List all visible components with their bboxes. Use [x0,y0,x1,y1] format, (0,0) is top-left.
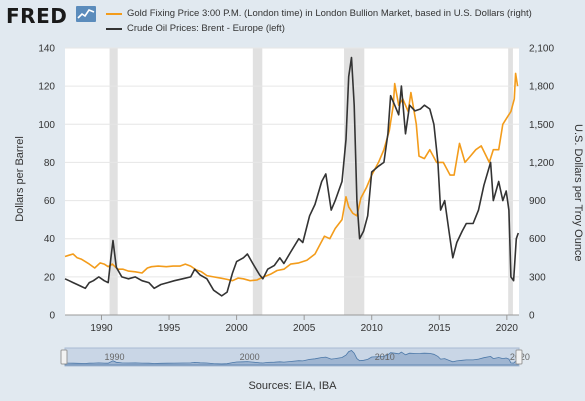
x-tick-label: 2020 [496,323,519,334]
y-right-tick-label: 300 [529,272,546,283]
y-left-tick-label: 80 [44,158,56,169]
x-tick-label: 2005 [293,323,316,334]
y-left-tick-label: 100 [38,120,55,131]
y-left-tick-label: 120 [38,82,55,93]
y-right-tick-label: 1,800 [529,82,554,93]
y-right-tick-label: 600 [529,234,546,245]
fred-logo: FRED [6,4,68,28]
y-right-tick-label: 1,200 [529,158,554,169]
navigator-tick-label: 1990 [104,352,124,362]
y-left-tick-label: 0 [49,311,55,322]
plot-area [65,48,519,315]
line-chart: 0 20 40 60 80 100 120 140 0 300 600 900 1,200 1,500 1,… [38,44,554,335]
x-tick-label: 2010 [361,323,384,334]
range-navigator[interactable]: 1990200020102020 [0,343,585,369]
series-line-oil [64,56,520,297]
navigator-right-handle[interactable] [515,349,523,365]
series-line-gold [64,72,519,282]
sources-note: Sources: EIA, IBA [248,380,337,392]
y-right-tick-label: 2,100 [529,44,554,55]
x-tick-label: 2000 [225,323,248,334]
y-axis-label-right: U.S. Dollars per Troy Ounce [572,124,584,262]
navigator-series-area [64,350,519,366]
recession-band-2 [344,48,365,315]
navigator-tick-label: 2000 [240,352,260,362]
chart-header: FRED Gold Fixing Price 3:00 P.M. (London… [0,0,585,44]
x-tick-label: 2015 [428,323,451,334]
navigator-tick-label: 2010 [375,352,395,362]
legend-label-gold: Gold Fixing Price 3:00 P.M. (London time… [127,8,532,19]
x-tick-label: 1990 [90,323,113,334]
y-left-tick-label: 140 [38,44,55,55]
recession-band-1 [252,48,263,315]
chart-legend: Gold Fixing Price 3:00 P.M. (London time… [106,6,532,36]
legend-item-oil[interactable]: Crude Oil Prices: Brent - Europe (left) [106,21,532,36]
y-axis-label-left: Dollars per Barrel [14,136,26,222]
y-right-tick-label: 900 [529,196,546,207]
legend-label-oil: Crude Oil Prices: Brent - Europe (left) [127,23,285,34]
navigator-left-handle[interactable] [60,349,68,365]
y-left-tick-label: 60 [44,196,56,207]
recession-band-0 [109,48,118,315]
legend-swatch-oil [106,27,122,30]
y-right-tick-label: 0 [529,311,535,322]
recession-band-3 [508,48,513,315]
y-left-tick-label: 40 [44,234,56,245]
y-right-tick-label: 1,500 [529,120,554,131]
y-left-tick-label: 20 [44,272,56,283]
legend-swatch-gold [106,12,122,15]
x-tick-label: 1995 [158,323,181,334]
fred-logo-icon [76,6,96,22]
legend-item-gold[interactable]: Gold Fixing Price 3:00 P.M. (London time… [106,6,532,21]
